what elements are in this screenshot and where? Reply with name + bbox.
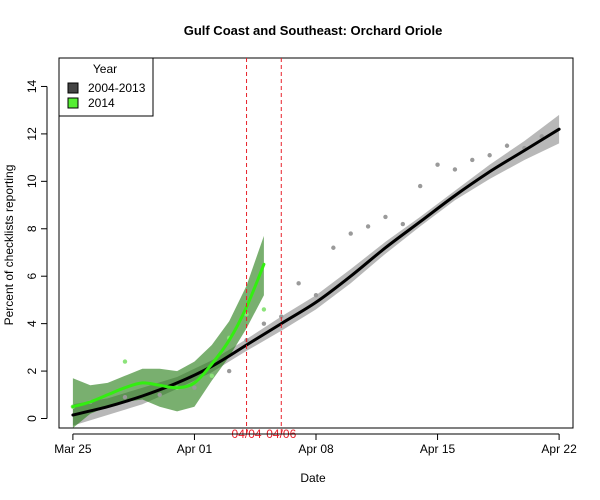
chart-title: Gulf Coast and Southeast: Orchard Oriole [184, 23, 443, 38]
data-point-2004-2013 [261, 321, 267, 326]
x-tick-label: Apr 22 [541, 442, 577, 456]
y-tick-label: 0 [25, 415, 39, 422]
data-point-2004-2013 [435, 162, 440, 167]
x-tick-label: Mar 25 [54, 442, 92, 456]
plot-frame [58, 57, 574, 429]
data-point-2004-2013 [296, 281, 301, 286]
data-point-2004-2013 [313, 292, 319, 298]
trend-line-2004-2013 [71, 127, 561, 417]
data-point-2014 [122, 359, 128, 364]
data-point-2004-2013 [122, 394, 128, 400]
data-point-2004-2013 [192, 385, 197, 390]
data-point-2004-2013 [452, 167, 458, 172]
x-tick-label: Apr 15 [420, 442, 456, 456]
y-tick-label: 14 [25, 80, 39, 94]
data-point-2004-2013 [279, 314, 284, 319]
y-axis-label: Percent of checklists reporting [2, 165, 16, 326]
data-point-2004-2013 [348, 231, 353, 236]
data-point-2004-2013 [383, 214, 388, 220]
y-tick-label: 8 [25, 225, 39, 232]
data-point-2004-2013 [487, 153, 492, 158]
data-point-2004-2013 [226, 368, 232, 374]
x-tick-label: Apr 08 [298, 442, 334, 456]
data-point-2014 [244, 311, 249, 317]
data-point-2004-2013 [504, 143, 510, 148]
plot-area [70, 114, 561, 428]
x-tick-label: Apr 01 [177, 442, 213, 456]
legend-swatch-2014 [67, 97, 79, 109]
data-point-2004-2013 [470, 157, 475, 163]
y-tick-label: 10 [25, 174, 39, 188]
y-tick-label: 4 [25, 320, 39, 327]
legend-label-2004-2013: 2004-2013 [88, 81, 146, 95]
y-tick-label: 6 [25, 273, 39, 280]
legend-label-2014: 2014 [88, 96, 115, 110]
y-tick-label: 12 [25, 127, 39, 141]
confidence-band-2014 [72, 235, 264, 428]
data-point-2004-2013 [400, 221, 406, 227]
legend: Year 2004-2013 2014 [58, 57, 154, 117]
data-point-2004-2013 [539, 134, 544, 139]
data-point-2014 [209, 373, 215, 379]
data-point-2004-2013 [331, 245, 336, 250]
legend-swatch-2004-2013 [67, 82, 79, 94]
x-axis-label: Date [300, 471, 326, 485]
data-point-2004-2013 [157, 392, 162, 397]
trend-line-2014 [71, 262, 266, 409]
data-point-2014 [261, 307, 267, 312]
y-tick-label: 2 [25, 367, 39, 374]
data-point-2004-2013 [365, 224, 371, 229]
data-point-2004-2013 [417, 183, 423, 189]
legend-title: Year [93, 62, 117, 76]
